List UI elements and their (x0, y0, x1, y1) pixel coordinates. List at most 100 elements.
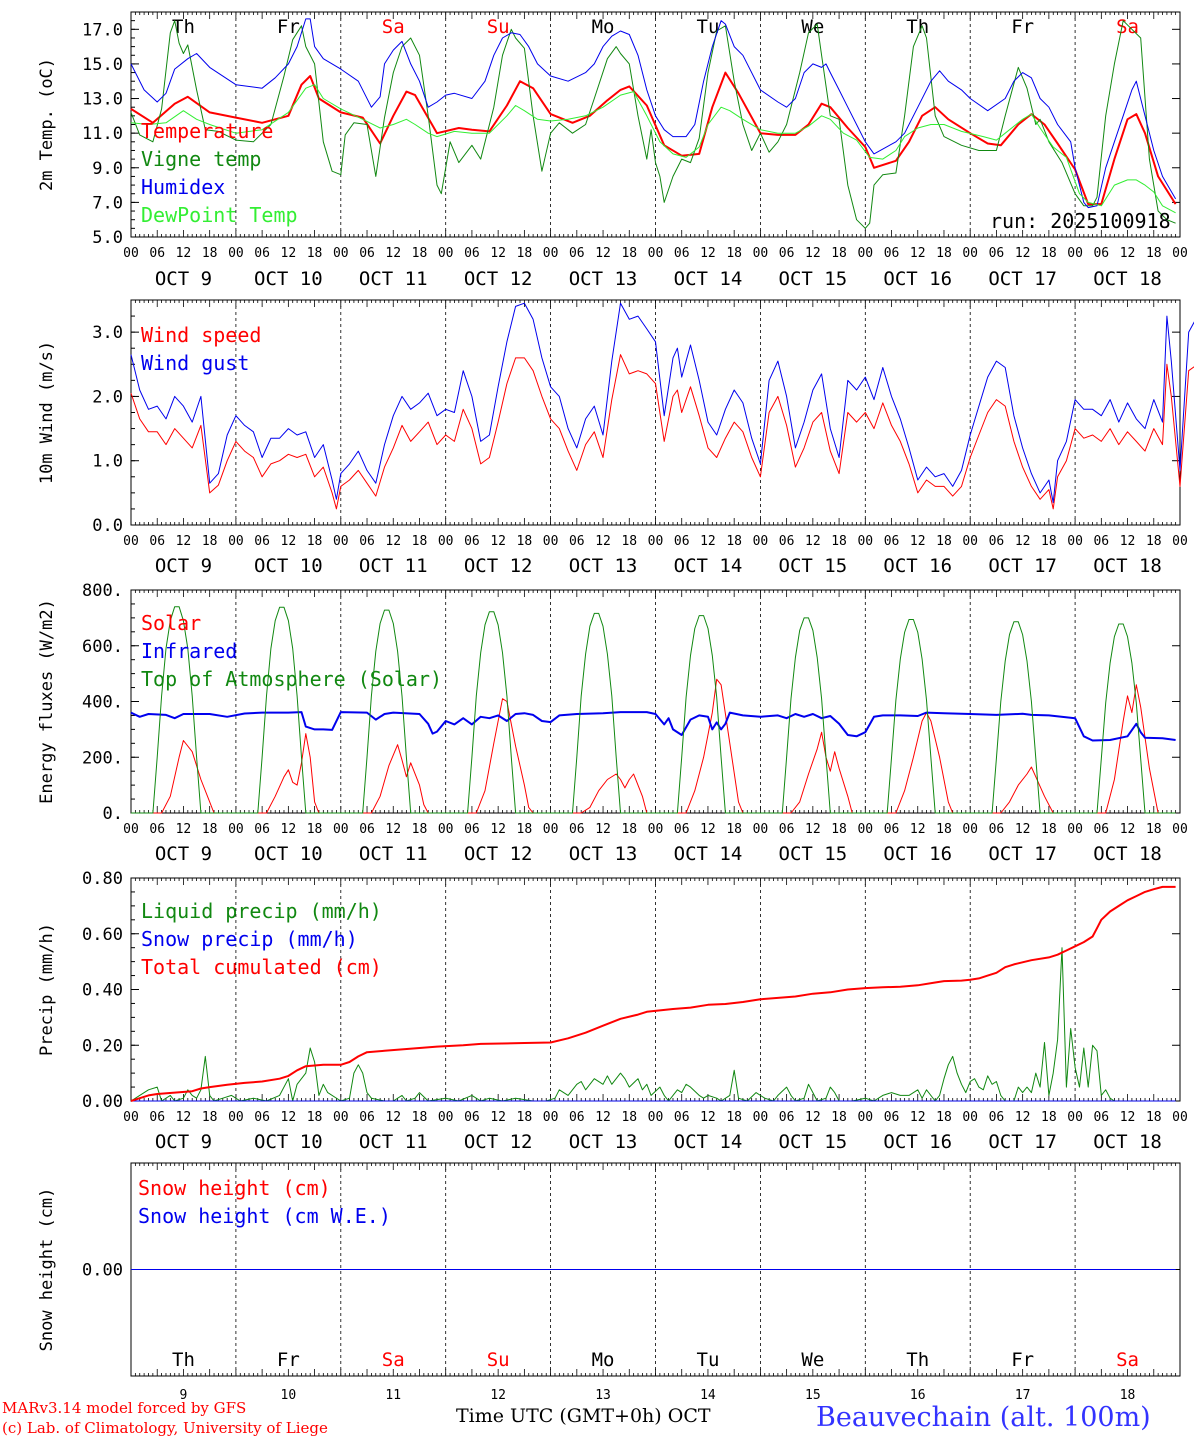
hour-tick-label: 06 (674, 822, 690, 837)
hour-tick-label: 00 (753, 246, 769, 261)
hour-tick-label: 06 (779, 534, 795, 549)
hour-tick-label: 00 (438, 246, 454, 261)
hour-tick-label: 06 (1093, 1110, 1109, 1125)
day-number-label: 15 (805, 1388, 821, 1403)
hour-tick-label: 18 (307, 534, 323, 549)
month-label: OCT (667, 1405, 711, 1427)
hour-tick-label: 06 (1093, 534, 1109, 549)
date-label: OCT 15 (779, 555, 848, 577)
panel-5: 0.00 Snow height (cm) Th Fr Sa Su Mo Tu We Th Fr Sa… (37, 1162, 1181, 1403)
legend-entry: Top of Atmosphere (Solar) (141, 667, 442, 691)
hour-tick-label: 00 (1067, 246, 1083, 261)
lab-credit: (c) Lab. of Climatology, University of L… (2, 1419, 328, 1437)
hour-tick-label: 18 (1041, 246, 1057, 261)
legend-entry: Snow height (cm W.E.) (138, 1204, 391, 1228)
date-label: OCT 9 (155, 843, 212, 865)
weekday-label: Th (906, 1349, 929, 1371)
hour-tick-label: 06 (569, 1110, 585, 1125)
date-label: OCT 18 (1093, 843, 1162, 865)
hour-tick-label: 00 (333, 822, 349, 837)
hour-tick-label: 00 (1172, 534, 1188, 549)
hour-tick-label: 06 (359, 1110, 375, 1125)
hour-tick-label: 00 (333, 1110, 349, 1125)
hour-tick-label: 00 (648, 822, 664, 837)
hour-tick-label: 12 (176, 534, 192, 549)
weekday-label: Tu (697, 16, 720, 38)
hour-tick-label: 06 (254, 1110, 270, 1125)
hour-tick-label: 06 (1093, 246, 1109, 261)
run-annotation: run: 2025100918 (990, 209, 1171, 233)
station-name: Beauvechain (alt. 100m) (816, 1402, 1151, 1433)
date-label: OCT 10 (254, 1131, 323, 1153)
hour-tick-label: 18 (517, 1110, 533, 1125)
y-tick-label: 0.80 (82, 869, 123, 889)
weekday-label: Fr (1011, 16, 1034, 38)
hour-tick-label: 18 (726, 822, 742, 837)
hour-tick-label: 00 (438, 822, 454, 837)
hour-tick-label: 00 (648, 246, 664, 261)
hour-tick-label: 06 (569, 822, 585, 837)
series-line (130, 354, 1194, 510)
hour-tick-label: 18 (1146, 246, 1162, 261)
weekday-label: Fr (277, 16, 300, 38)
legend-entry: Snow precip (mm/h) (141, 927, 358, 951)
weekday-label: Mo (592, 16, 615, 38)
hour-tick-label: 18 (1146, 1110, 1162, 1125)
date-label: OCT 15 (779, 843, 848, 865)
hour-tick-label: 12 (176, 246, 192, 261)
hour-tick-label: 18 (831, 534, 847, 549)
hour-tick-label: 00 (648, 534, 664, 549)
plot-frame (130, 299, 1181, 526)
date-label: OCT 11 (359, 268, 428, 290)
hour-tick-label: 12 (385, 246, 401, 261)
y-tick-label: 17.0 (82, 20, 123, 40)
hour-tick-label: 12 (281, 246, 297, 261)
hour-tick-label: 00 (857, 822, 873, 837)
hour-tick-label: 12 (910, 1110, 926, 1125)
hour-tick-label: 00 (228, 246, 244, 261)
hour-tick-label: 18 (1041, 534, 1057, 549)
hour-tick-label: 06 (989, 822, 1005, 837)
hour-tick-label: 18 (1146, 534, 1162, 549)
date-label: OCT 11 (359, 1131, 428, 1153)
legend-entry: Total cumulated (cm) (141, 955, 382, 979)
hour-tick-label: 00 (857, 534, 873, 549)
hour-tick-label: 06 (989, 246, 1005, 261)
legend-entry: DewPoint Temp (141, 203, 298, 227)
hour-tick-label: 06 (674, 534, 690, 549)
model-credit: MARv3.14 model forced by GFS (2, 1399, 247, 1417)
hour-tick-label: 00 (543, 1110, 559, 1125)
hour-tick-label: 18 (517, 246, 533, 261)
hour-tick-label: 06 (359, 246, 375, 261)
series-line (130, 947, 1176, 1102)
legend-entry: Wind gust (141, 351, 249, 375)
panel-4: 0.00 0.20 0.40 0.60 0.80 Precip (mm/h) 00 06 12 1… (37, 869, 1188, 1153)
weekday-label: Sa (1116, 1349, 1139, 1371)
hour-tick-label: 18 (517, 822, 533, 837)
weekday-label: We (801, 16, 824, 38)
time-axis-label: Time UTC (GMT+0h) OCT (456, 1405, 711, 1427)
hour-tick-label: 12 (490, 822, 506, 837)
hour-tick-label: 06 (464, 1110, 480, 1125)
legend-entry: Humidex (141, 175, 225, 199)
hour-tick-label: 12 (700, 246, 716, 261)
hour-tick-label: 12 (1120, 1110, 1136, 1125)
hour-tick-label: 06 (674, 1110, 690, 1125)
day-number-label: 13 (595, 1388, 611, 1403)
hour-tick-label: 00 (543, 822, 559, 837)
hour-tick-label: 12 (1120, 246, 1136, 261)
hour-tick-label: 12 (385, 534, 401, 549)
hour-tick-label: 18 (726, 1110, 742, 1125)
date-label: OCT 16 (883, 268, 952, 290)
hour-tick-label: 00 (753, 1110, 769, 1125)
y-tick-label: 400. (82, 693, 123, 713)
panel-3: 0. 200. 400. 600. 800. Energy fluxes (W/m2) 00… (37, 581, 1188, 865)
series-line (131, 606, 1176, 814)
y-tick-label: 9.0 (92, 159, 123, 179)
hour-tick-label: 18 (307, 1110, 323, 1125)
hour-tick-label: 18 (831, 822, 847, 837)
hour-tick-label: 12 (805, 822, 821, 837)
weekday-label: We (801, 1349, 824, 1371)
hour-tick-label: 00 (228, 1110, 244, 1125)
hour-tick-label: 12 (910, 534, 926, 549)
